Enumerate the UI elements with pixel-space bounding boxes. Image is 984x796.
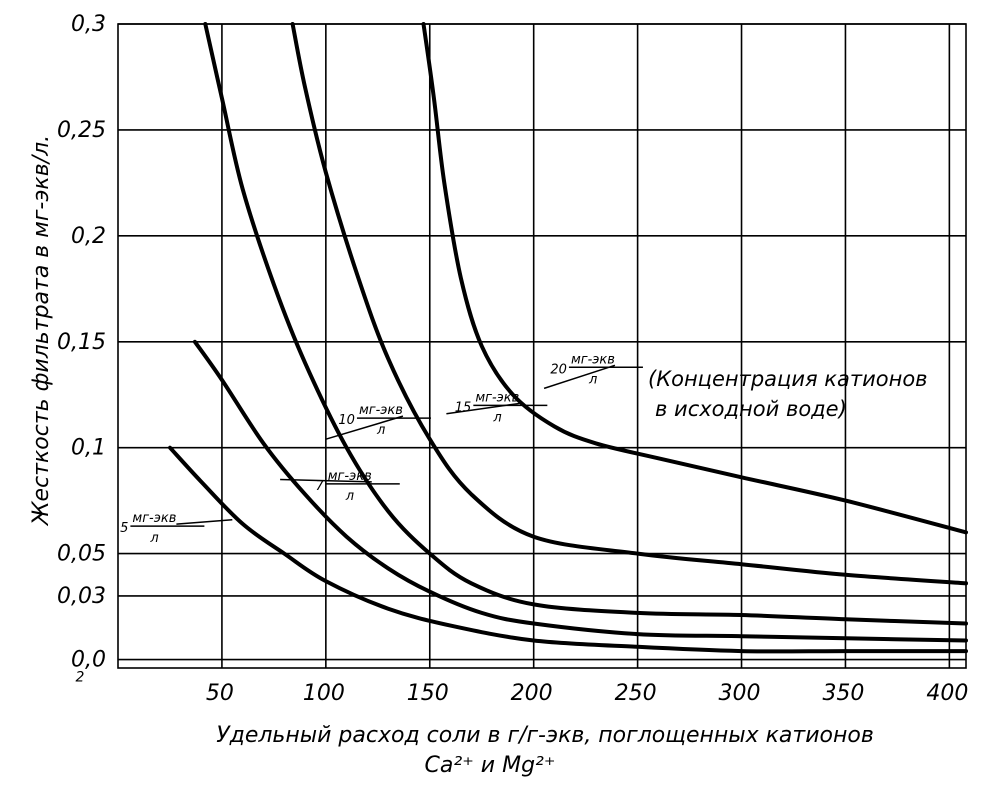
y-tick-extra-label: 2 xyxy=(76,670,85,686)
series-line-10 xyxy=(203,22,968,626)
plot-frame xyxy=(117,23,967,669)
y-tick-label: 0,05 xyxy=(57,542,106,567)
curve-label-value: 5 xyxy=(120,521,128,536)
curves: 5мг-эквл7мг-эквл10мг-эквл15мг-эквл20мг-э… xyxy=(120,22,968,654)
curve-label-den: л xyxy=(588,372,597,387)
curve-note-line2: в исходной воде) xyxy=(655,397,847,421)
x-tick-label: 400 xyxy=(926,681,968,706)
series-line-20 xyxy=(421,22,968,535)
series-line-15 xyxy=(290,22,968,586)
grid xyxy=(117,23,967,669)
series-line-5 xyxy=(168,445,968,654)
curve-label-den: л xyxy=(492,410,501,425)
curve-label-unit: мг-экв xyxy=(475,390,519,405)
curve-note: (Концентрация катионов xyxy=(648,367,928,391)
x-tick-label: 200 xyxy=(511,681,553,706)
y-tick-label: 0,0 xyxy=(71,648,106,673)
y-tick-label: 0,15 xyxy=(57,330,106,355)
y-tick-label: 0,3 xyxy=(71,12,106,37)
y-tick-label: 0,25 xyxy=(57,118,106,143)
tick-labels: 50 100 150 200 250 300 350 400 0,0 0,03 0,05 0,1 0,1… xyxy=(57,12,968,706)
x-tick-label: 250 xyxy=(615,681,657,706)
curve-label-unit: мг-экв xyxy=(571,352,615,367)
curve-label-leader xyxy=(176,518,233,525)
y-tick-label: 0,1 xyxy=(71,436,106,461)
curve-label-leader xyxy=(325,415,404,440)
curve-label-den: л xyxy=(345,489,354,504)
curve-label-unit: мг-экв xyxy=(132,511,176,526)
x-tick-label: 150 xyxy=(407,681,449,706)
curve-label-unit: мг-экв xyxy=(359,403,403,418)
curve-label-den: л xyxy=(376,423,385,438)
curve-label-value: 10 xyxy=(338,413,355,428)
curve-label-leader xyxy=(543,364,616,390)
x-axis-label-line2: Ca²⁺ и Mg²⁺ xyxy=(425,753,556,778)
x-tick-label: 300 xyxy=(719,681,761,706)
curve-label-value: 15 xyxy=(455,400,472,415)
curve-label-den: л xyxy=(149,531,158,546)
y-tick-label: 0,2 xyxy=(71,224,106,249)
series-line-7 xyxy=(192,339,968,643)
y-tick-label: 0,03 xyxy=(57,584,106,609)
x-tick-label: 50 xyxy=(206,681,234,706)
curve-label-leader xyxy=(280,478,372,483)
x-axis-label: Удельный расход соли в г/г-экв, поглощен… xyxy=(216,723,874,748)
y-axis-label: Жесткость фильтрата в мг-экв/л. xyxy=(29,135,54,527)
curve-label-value: 20 xyxy=(550,362,567,377)
x-tick-label: 350 xyxy=(822,681,864,706)
x-tick-label: 100 xyxy=(303,681,345,706)
curve-label-value: 7 xyxy=(315,479,324,494)
